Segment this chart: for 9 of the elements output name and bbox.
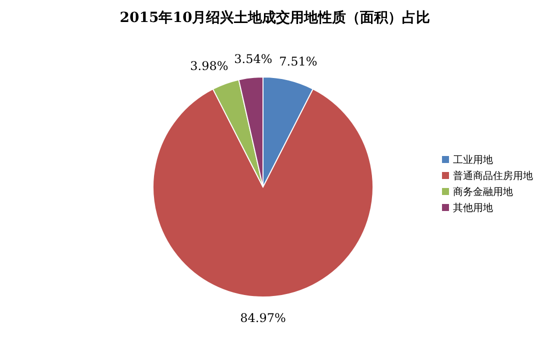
chart-title: 2015年10月绍兴土地成交用地性质（面积）占比 bbox=[120, 9, 430, 26]
data-label: 84.97% bbox=[240, 311, 286, 325]
legend-label: 工业用地 bbox=[453, 154, 493, 166]
legend-label: 商务金融用地 bbox=[453, 186, 513, 198]
legend-label: 其他用地 bbox=[453, 202, 493, 214]
legend-label: 普通商品住房用地 bbox=[453, 170, 533, 182]
data-label: 3.54% bbox=[234, 52, 272, 66]
data-label: 7.51% bbox=[279, 54, 318, 69]
data-label: 3.98% bbox=[190, 58, 228, 73]
